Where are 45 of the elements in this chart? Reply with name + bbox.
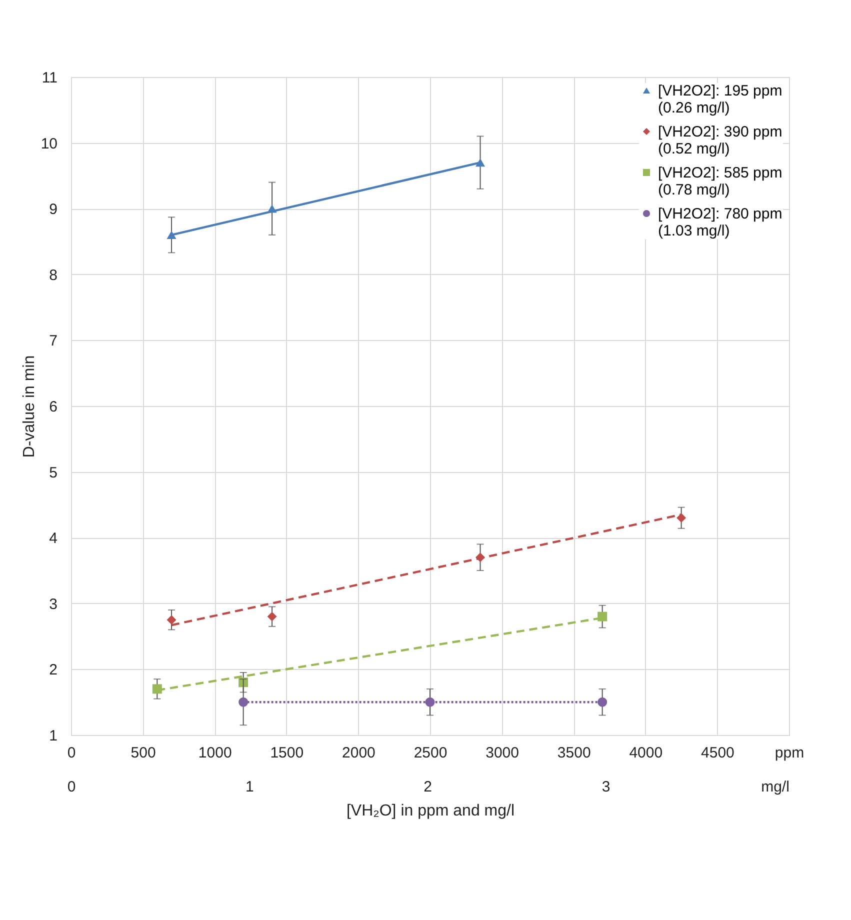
point bbox=[598, 612, 608, 622]
y-tick-label: 9 bbox=[49, 201, 58, 218]
point bbox=[166, 615, 176, 625]
point bbox=[598, 697, 608, 707]
x-tick-label: 500 bbox=[130, 744, 156, 762]
x2-tick-label: mg/l bbox=[761, 778, 790, 796]
legend-label: [VH2O2]: 195 ppm (0.26 mg/l) bbox=[658, 82, 782, 116]
x-tick-label: 2000 bbox=[342, 744, 376, 762]
x-axis-title: [VH₂O] in ppm and mg/l bbox=[346, 802, 515, 820]
x-tick-label: 4000 bbox=[629, 744, 663, 762]
x2-tick-label: 3 bbox=[602, 778, 610, 796]
x-tick-label: 1000 bbox=[198, 744, 232, 762]
y-tick-label: 1 bbox=[49, 728, 58, 744]
y-tick-label: 2 bbox=[49, 662, 58, 679]
x2-tick-label: 2 bbox=[424, 778, 432, 796]
point bbox=[676, 513, 686, 523]
y-tick-label: 7 bbox=[49, 332, 58, 350]
y-tick-label: 11 bbox=[42, 70, 58, 86]
y-tick-label: 5 bbox=[49, 464, 58, 482]
point bbox=[267, 204, 277, 213]
x2-tick-label: 0 bbox=[67, 778, 76, 796]
y-tick-label: 6 bbox=[49, 398, 58, 416]
y-tick-label: 8 bbox=[49, 266, 58, 284]
legend-label: [VH2O2]: 585 ppm (0.78 mg/l) bbox=[658, 164, 782, 198]
point bbox=[476, 158, 486, 167]
point bbox=[267, 612, 277, 622]
x-tick-label: 3500 bbox=[557, 744, 591, 762]
point bbox=[238, 697, 248, 707]
point bbox=[166, 230, 176, 240]
x-tick-label: 2500 bbox=[414, 744, 448, 762]
point bbox=[476, 552, 486, 562]
legend-label: [VH2O2]: 390 ppm (0.52 mg/l) bbox=[658, 124, 782, 158]
legend-label: [VH2O2]: 780 ppm (1.03 mg/l) bbox=[658, 206, 782, 240]
point bbox=[425, 697, 435, 707]
y-tick-label: 10 bbox=[40, 135, 58, 152]
x-tick-label: 4500 bbox=[701, 744, 734, 762]
x-tick-label: 1500 bbox=[270, 744, 304, 762]
x2-tick-label: 1 bbox=[245, 778, 254, 796]
y-tick-label: 3 bbox=[49, 596, 58, 613]
y-tick-label: 4 bbox=[49, 530, 58, 548]
x-tick-label: ppm bbox=[774, 744, 804, 762]
x-tick-label: 0 bbox=[67, 744, 76, 762]
y-axis-title: D-value in min bbox=[20, 355, 38, 458]
x-tick-label: 3000 bbox=[486, 744, 519, 762]
point bbox=[152, 684, 162, 694]
